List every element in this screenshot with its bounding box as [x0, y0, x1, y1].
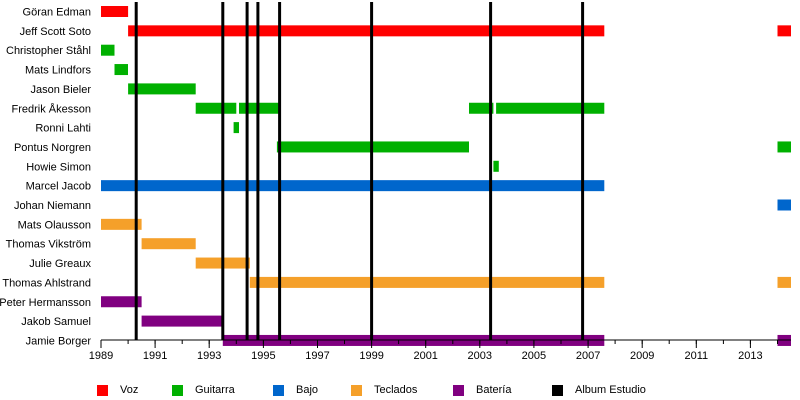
member-bar: [496, 102, 605, 114]
member-label: Thomas Vikström: [6, 239, 91, 251]
legend-label-teclados: Teclados: [374, 384, 418, 396]
legend-item-bateria: Batería: [453, 380, 511, 400]
x-tick-label: 2013: [738, 350, 762, 362]
member-label: Christopher Ståhl: [6, 45, 91, 57]
x-tick-label: 1997: [305, 350, 329, 362]
member-bar: [101, 44, 115, 56]
x-tick-label: 2007: [576, 350, 600, 362]
legend-swatch-bateria: [453, 384, 464, 396]
x-tick-label: 2011: [684, 350, 708, 362]
member-label: Jamie Borger: [26, 335, 92, 347]
album-lines: [134, 2, 585, 340]
member-bar: [101, 180, 605, 192]
legend-label-album: Album Estudio: [575, 384, 646, 396]
member-bar: [777, 199, 791, 211]
x-tick-label: 1991: [143, 350, 167, 362]
member-bar: [469, 102, 494, 114]
member-label: Marcel Jacob: [26, 181, 91, 193]
member-label: Howie Simon: [26, 161, 91, 173]
member-bar: [195, 102, 237, 114]
legend-item-bajo: Bajo: [273, 380, 318, 400]
member-label: Fredrik Åkesson: [12, 102, 91, 115]
member-bar: [114, 64, 128, 76]
legend-swatch-teclados: [351, 384, 362, 396]
member-label: Göran Edman: [23, 7, 91, 19]
x-tick-label: 1995: [251, 350, 275, 362]
member-label: Pontus Norgren: [14, 142, 91, 154]
legend-label-bateria: Batería: [476, 384, 512, 396]
legend-label-guitarra: Guitarra: [195, 384, 235, 396]
member-bar: [101, 6, 129, 17]
member-labels: Göran Edman Jeff Scott Soto Christopher St…: [0, 7, 91, 348]
legend-swatch-bajo: [273, 384, 284, 396]
x-tick-label: 2001: [413, 350, 437, 362]
x-axis: 1989 1991 1993 1995 1997 1999 2001 2003 2005 2007…: [89, 339, 791, 362]
x-tick-label: 1989: [89, 350, 113, 362]
legend-item-guitarra: Guitarra: [172, 380, 235, 400]
legend-swatch-album: [552, 384, 563, 396]
member-label: Thomas Ahlstrand: [2, 277, 91, 289]
member-label: Jason Bieler: [30, 84, 91, 96]
legend-label-bajo: Bajo: [296, 384, 319, 396]
member-bar: [128, 83, 196, 95]
x-tick-label: 1999: [359, 350, 383, 362]
legend-swatch-voz: [97, 384, 108, 396]
legend: Voz Guitarra Bajo Teclados Batería Album…: [0, 380, 800, 400]
member-bar: [777, 276, 791, 288]
member-label: Mats Lindfors: [25, 65, 92, 77]
member-bar: [233, 122, 239, 134]
member-label: Johan Niemann: [14, 200, 91, 212]
member-label: Julie Greaux: [29, 258, 91, 270]
member-label: Mats Olausson: [18, 219, 91, 231]
member-label: Peter Hermansson: [0, 297, 91, 309]
member-bar: [128, 25, 605, 37]
member-bar: [777, 25, 791, 37]
member-label: Ronni Lahti: [35, 123, 91, 135]
legend-item-album: Album Estudio: [552, 380, 646, 400]
member-label: Jeff Scott Soto: [20, 26, 91, 38]
member-bar: [777, 141, 791, 153]
x-tick-label: 2005: [522, 350, 546, 362]
member-label: Jakob Samuel: [21, 316, 91, 328]
member-bar: [493, 160, 499, 172]
x-tick-label: 1993: [197, 350, 221, 362]
member-bar: [101, 296, 142, 308]
member-bar: [141, 315, 223, 327]
band-timeline-chart: 1989 1991 1993 1995 1997 1999 2001 2003 2005 2007…: [0, 2, 791, 362]
member-bar: [101, 218, 142, 230]
legend-item-teclados: Teclados: [351, 380, 417, 400]
member-bar: [141, 238, 196, 250]
x-tick-label: 2009: [630, 350, 654, 362]
legend-swatch-guitarra: [172, 384, 183, 396]
x-tick-label: 2003: [468, 350, 492, 362]
member-bars: [101, 6, 791, 346]
legend-label-voz: Voz: [120, 384, 139, 396]
legend-item-voz: Voz: [97, 380, 138, 400]
member-bar: [249, 276, 605, 288]
